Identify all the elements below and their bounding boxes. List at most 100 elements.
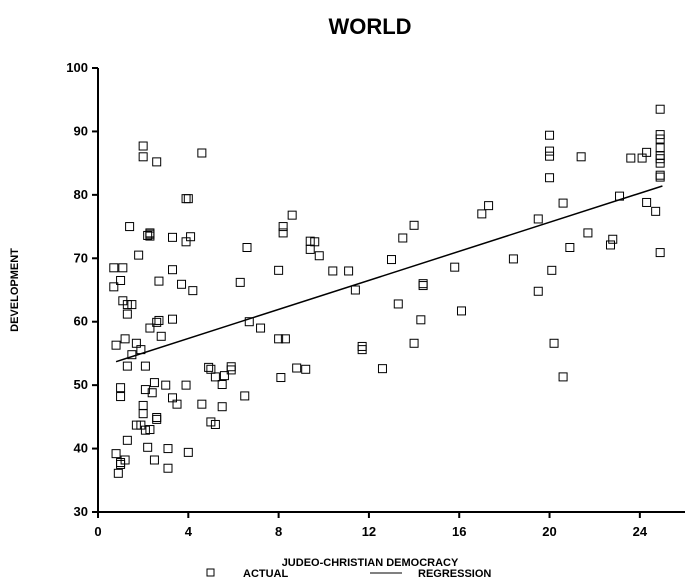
data-point [287,210,297,220]
data-point [161,380,171,390]
data-point [116,383,126,393]
data-point [278,228,288,238]
data-point [149,378,159,388]
data-point [637,153,647,163]
data-point [197,399,207,409]
data-point [626,153,636,163]
data-point [116,392,126,402]
data-point [143,230,153,240]
data-point [655,143,665,153]
data-point [558,198,568,208]
data-point [217,380,227,390]
data-point [131,420,141,430]
data-point [274,265,284,275]
data-point [608,234,618,244]
data-point [642,197,652,207]
data-point [547,265,557,275]
data-point [138,152,148,162]
data-point [545,146,555,156]
data-point [240,391,250,401]
data-point [154,315,164,325]
data-point [357,345,367,355]
data-point [122,435,132,445]
data-point [655,170,665,180]
data-point [111,340,121,350]
data-point [143,442,153,452]
x-axis-label: JUDEO-CHRISTIAN DEMOCRACY [282,557,459,569]
data-point [605,240,615,250]
data-point [181,237,191,247]
y-tick-label: 40 [74,441,88,456]
legend-regression-label: REGRESSION [418,568,491,580]
data-point [477,209,487,219]
data-point [533,286,543,296]
legend: ACTUAL REGRESSION [206,568,491,580]
data-point [416,315,426,325]
regression-line-group [115,185,663,363]
axes [92,67,685,518]
data-point [651,206,661,216]
data-point [152,317,162,327]
data-point [655,104,665,114]
data-point [149,455,159,465]
y-tick-label: 60 [74,314,88,329]
data-point [387,255,396,265]
data-point [177,279,187,289]
y-tick-label: 100 [66,60,88,75]
data-point [181,194,191,204]
data-point [398,233,408,243]
data-point [292,363,302,373]
data-point [350,285,360,295]
data-point [145,323,155,333]
data-point [344,266,354,276]
data-point [533,214,543,224]
data-point [545,151,555,161]
data-point [655,172,665,182]
data-point [576,152,586,162]
data-point [655,151,665,161]
data-point [418,279,428,289]
data-point [156,331,166,341]
x-tick-labels: 0 4 8 12 16 20 24 [94,524,647,539]
data-point [276,373,286,383]
data-point [120,334,130,344]
legend-actual-marker [206,568,215,577]
data-point [131,338,141,348]
data-point [314,251,324,261]
data-point [206,417,216,427]
data-point [163,463,173,473]
data-point [122,300,132,310]
data-point [204,362,214,372]
x-tick-label: 16 [452,524,466,539]
data-point [152,414,162,424]
data-point [545,130,555,140]
data-point [138,400,148,410]
legend-actual-label: ACTUAL [243,568,288,580]
data-point [116,458,126,468]
data-point [418,281,428,291]
x-tick-label: 0 [94,524,101,539]
data-point [154,276,164,286]
data-point [219,371,229,381]
data-point [409,338,419,348]
data-point [210,419,220,429]
data-point [183,194,193,204]
data-point [642,147,652,157]
data-point [484,201,494,211]
data-point [206,364,216,374]
data-point [140,425,150,435]
data-point [183,447,193,457]
data-point [127,300,137,310]
data-point [188,286,198,296]
data-point [565,243,575,253]
data-point [152,412,162,422]
data-point [152,157,162,167]
x-tick-label: 8 [275,524,282,539]
data-point [655,134,665,144]
data-point [116,275,126,285]
data-point [244,317,254,327]
data-point [377,364,387,374]
data-point [168,393,178,403]
data-point [409,220,419,230]
